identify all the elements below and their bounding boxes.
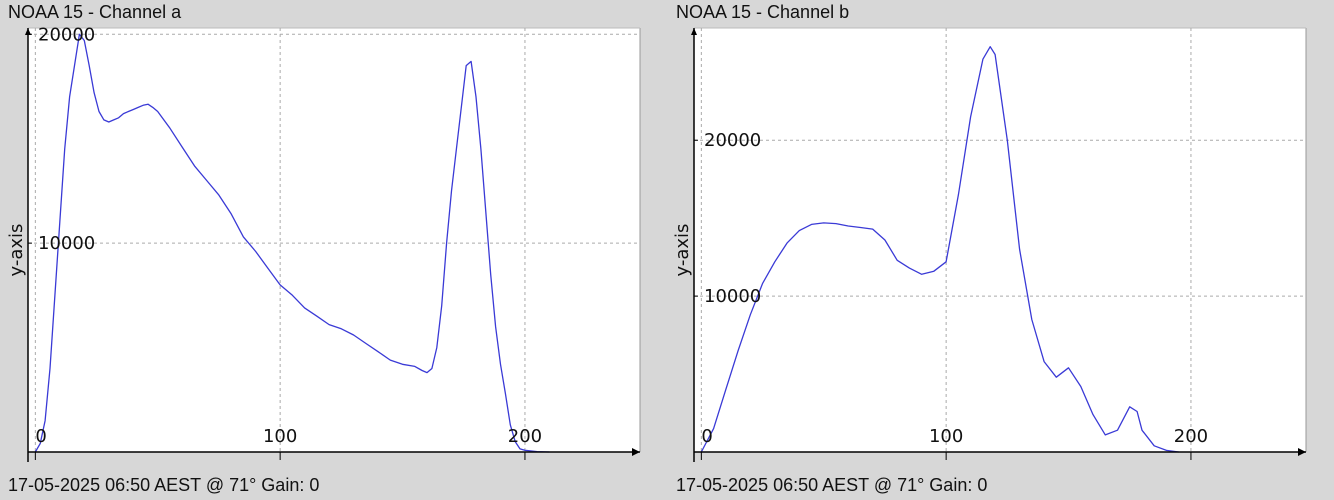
y-axis-arrow — [691, 28, 697, 35]
chart-panel-channel-b: NOAA 15 - Channel b 0 100 200 10000 20000 y-a… — [668, 0, 1334, 500]
x-tick-label: 0 — [35, 426, 46, 447]
plot-area — [694, 28, 1306, 452]
x-tick-label: 100 — [929, 426, 963, 447]
y-axis-arrow — [25, 28, 31, 35]
x-tick-label: 200 — [1174, 426, 1208, 447]
chart-panel-channel-a: NOAA 15 - Channel a 0 100 200 10000 20000 y-a… — [0, 0, 660, 500]
y-tick-label: 20000 — [704, 130, 761, 151]
y-tick-label: 10000 — [38, 233, 95, 254]
y-axis-label: y-axis — [672, 224, 693, 277]
chart-footer-status: 17-05-2025 06:50 AEST @ 71° Gain: 0 — [676, 475, 988, 495]
chart-title: NOAA 15 - Channel b — [676, 2, 850, 22]
series-line — [34, 33, 550, 453]
chart-footer-status: 17-05-2025 06:50 AEST @ 71° Gain: 0 — [8, 475, 320, 495]
y-axis-label: y-axis — [6, 224, 27, 277]
chart-plot: 0 100 200 10000 20000 y-axis — [6, 24, 641, 462]
y-tick-label: 10000 — [704, 286, 761, 307]
chart-title: NOAA 15 - Channel a — [8, 2, 182, 22]
x-axis-arrow — [1298, 448, 1306, 456]
chart-plot: 0 100 200 10000 20000 y-axis — [672, 27, 1307, 462]
series-line — [700, 46, 1179, 453]
x-tick-label: 200 — [508, 426, 542, 447]
y-tick-label: 20000 — [38, 24, 95, 45]
x-axis-arrow — [632, 448, 640, 456]
plot-area — [28, 28, 640, 452]
x-tick-label: 100 — [263, 426, 297, 447]
x-tick-label: 0 — [701, 426, 712, 447]
